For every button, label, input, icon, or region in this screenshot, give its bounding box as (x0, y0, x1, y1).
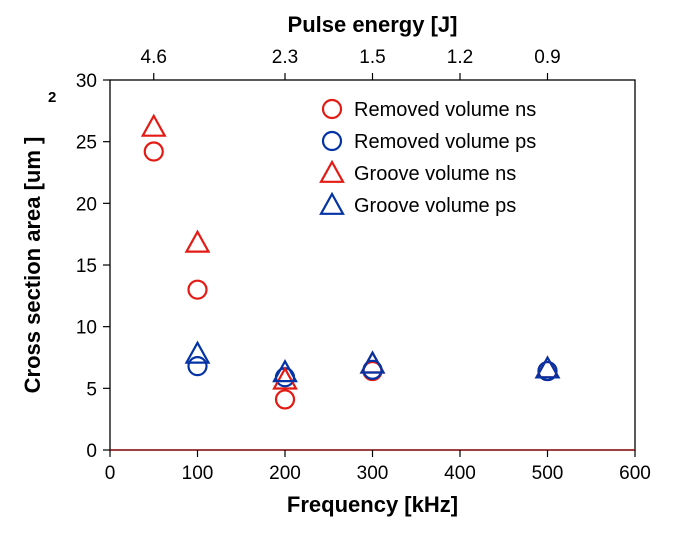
y-tick-label: 0 (86, 441, 97, 462)
legend-label-groove_ns: Groove volume ns (354, 163, 516, 185)
top-axis-title: Pulse energy [J] (288, 12, 458, 37)
top-tick-label: 0.9 (534, 47, 560, 68)
chart-container: 0 100 200 300 400 500 600 0 5 10 15 20 25 30 4.6 2.3 1.5… (0, 0, 679, 545)
legend-label-removed_ns: Removed volume ns (354, 99, 536, 121)
x-tick-label: 300 (357, 463, 389, 484)
y-tick-label: 5 (86, 379, 97, 400)
x-tick-label: 0 (105, 463, 116, 484)
y-axis-title-sup: 2 (48, 89, 56, 106)
x-tick-label: 400 (444, 463, 476, 484)
legend-label-groove_ps: Groove volume ps (354, 195, 516, 217)
x-tick-label: 100 (182, 463, 214, 484)
legend-label-removed_ps: Removed volume ps (354, 131, 536, 153)
x-tick-label: 500 (532, 463, 564, 484)
x-tick-label: 200 (269, 463, 301, 484)
scatter-chart: 0 100 200 300 400 500 600 0 5 10 15 20 25 30 4.6 2.3 1.5… (0, 0, 679, 545)
y-tick-label: 25 (76, 133, 97, 154)
top-tick-label: 2.3 (272, 47, 298, 68)
y-tick-label: 30 (76, 71, 97, 92)
top-tick-label: 1.5 (359, 47, 385, 68)
y-tick-label: 10 (76, 318, 97, 339)
y-tick-label: 15 (76, 256, 97, 277)
x-axis-title: Frequency [kHz] (287, 492, 458, 517)
y-tick-label: 20 (76, 194, 97, 215)
top-tick-label: 4.6 (141, 47, 167, 68)
top-tick-label: 1.2 (447, 47, 473, 68)
y-axis-title: Cross section area [um ] (20, 137, 45, 394)
x-tick-label: 600 (619, 463, 651, 484)
